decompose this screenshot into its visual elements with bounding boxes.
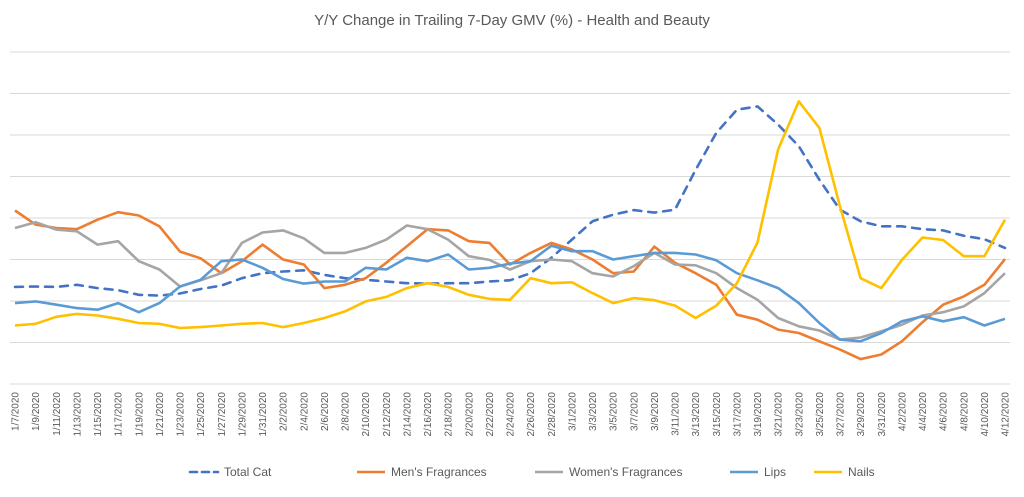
x-tick-label: 1/11/2020	[52, 392, 63, 436]
x-tick-label: 3/13/2020	[691, 392, 702, 437]
x-tick-label: 1/17/2020	[114, 392, 125, 437]
x-tick-label: 3/25/2020	[815, 392, 826, 437]
x-tick-label: 2/24/2020	[506, 392, 517, 437]
x-tick-label: 2/16/2020	[423, 392, 434, 437]
x-tick-label: 3/9/2020	[650, 392, 661, 431]
legend-label: Lips	[764, 465, 786, 479]
x-tick-label: 2/26/2020	[526, 392, 537, 437]
x-tick-label: 3/31/2020	[877, 392, 888, 437]
x-tick-label: 1/27/2020	[217, 392, 228, 437]
x-tick-label: 2/22/2020	[485, 392, 496, 437]
x-tick-label: 2/10/2020	[361, 392, 372, 437]
x-tick-label: 3/11/2020	[671, 392, 682, 436]
x-tick-label: 2/28/2020	[547, 392, 558, 437]
x-tick-label: 4/8/2020	[959, 392, 970, 431]
x-tick-label: 2/2/2020	[279, 392, 290, 431]
x-tick-label: 4/4/2020	[918, 392, 929, 431]
x-tick-label: 4/10/2020	[980, 392, 991, 437]
legend: Total Cat Men's Fragrances Women's Fragran…	[188, 465, 875, 479]
x-tick-label: 3/17/2020	[732, 392, 743, 437]
legend-label: Women's Fragrances	[569, 465, 682, 479]
x-tick-label: 1/7/2020	[11, 392, 22, 431]
x-tick-label: 1/15/2020	[93, 392, 104, 437]
legend-label: Nails	[848, 465, 875, 479]
x-tick-label: 1/21/2020	[155, 392, 166, 437]
x-tick-label: 3/1/2020	[567, 392, 578, 431]
gridlines	[10, 51, 1010, 385]
legend-label: Total Cat	[224, 465, 272, 479]
x-tick-label: 4/12/2020	[1001, 392, 1012, 437]
legend-label: Men's Fragrances	[391, 465, 487, 479]
x-tick-label: 3/23/2020	[794, 392, 805, 437]
series-line-lips	[14, 244, 1006, 343]
x-tick-label: 1/19/2020	[134, 392, 145, 437]
x-tick-label: 1/29/2020	[237, 392, 248, 437]
x-tick-label: 1/9/2020	[31, 392, 42, 431]
chart-title: Y/Y Change in Trailing 7-Day GMV (%) - H…	[314, 12, 710, 29]
x-tick-label: 3/21/2020	[774, 392, 785, 437]
x-tick-label: 3/7/2020	[629, 392, 640, 431]
x-tick-label: 2/12/2020	[382, 392, 393, 437]
series-line-nails	[14, 100, 1007, 330]
x-tick-label: 3/3/2020	[588, 392, 599, 431]
x-tick-label: 3/5/2020	[609, 392, 620, 431]
x-tick-label: 2/4/2020	[299, 392, 310, 431]
x-tick-label: 1/23/2020	[176, 392, 187, 437]
x-tick-label: 2/8/2020	[341, 392, 352, 431]
x-tick-label: 1/31/2020	[258, 392, 269, 437]
x-tick-label: 1/25/2020	[196, 392, 207, 437]
x-tick-label: 3/19/2020	[753, 392, 764, 437]
x-tick-label: 2/20/2020	[464, 392, 475, 437]
x-tick-label: 2/6/2020	[320, 392, 331, 431]
x-tick-label: 3/29/2020	[856, 392, 867, 437]
x-tick-label: 2/18/2020	[444, 392, 455, 437]
series-lines	[13, 100, 1007, 361]
x-tick-label: 4/2/2020	[897, 392, 908, 431]
x-tick-label: 2/14/2020	[402, 392, 413, 437]
x-tick-label: 3/27/2020	[836, 392, 847, 437]
x-tick-label: 3/15/2020	[712, 392, 723, 437]
x-tick-label: 1/13/2020	[72, 392, 83, 437]
x-tick-label: 4/6/2020	[939, 392, 950, 431]
x-axis-tick-labels: 1/7/2020 1/9/2020 1/11/2020 1/13/2020 1/15/2…	[11, 392, 1012, 437]
